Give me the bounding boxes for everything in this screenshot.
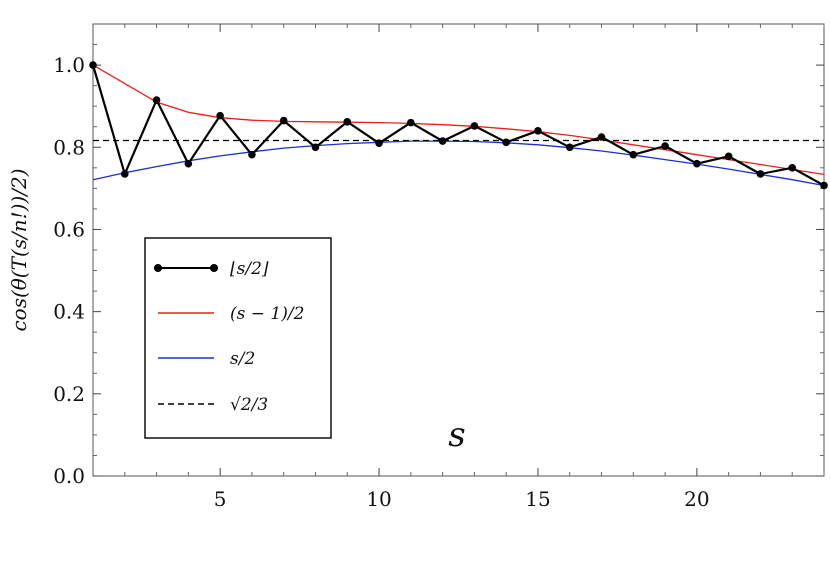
data-point (375, 139, 383, 147)
legend-box (144, 237, 332, 439)
data-point (311, 143, 320, 152)
data-point (152, 96, 161, 104)
x-tick-label: 20 (684, 487, 709, 511)
series-line-2 (92, 140, 825, 187)
legend-item-red: (s − 1)/2 (158, 304, 304, 324)
legend-label-floor: ⌊s/2⌋ (230, 259, 269, 279)
data-point (120, 170, 129, 178)
data-point (89, 61, 97, 69)
legend-item-dashed: √2/3 (158, 395, 268, 415)
data-point (661, 142, 669, 150)
legend: ⌊s/2⌋ (s − 1)/2 s/2 √2/3 (144, 237, 332, 439)
legend-marker-right (210, 264, 218, 272)
data-point (788, 164, 797, 172)
data-point (693, 159, 701, 168)
legend-label-dashed: √2/3 (230, 395, 268, 415)
legend-item-floor: ⌊s/2⌋ (154, 259, 269, 279)
data-point (597, 133, 606, 141)
y-tick-label: 1.0 (53, 53, 85, 77)
data-point (343, 117, 352, 126)
data-point (279, 116, 288, 125)
x-tick-label: 10 (366, 487, 391, 511)
data-point (470, 122, 479, 130)
x-tick-label: 15 (525, 487, 550, 511)
data-point (438, 137, 447, 145)
data-point (565, 143, 574, 152)
y-tick-label: 0.0 (53, 464, 85, 488)
series-line-0 (91, 64, 825, 187)
legend-label-blue: s/2 (230, 349, 255, 369)
x-axis-label: s (448, 415, 465, 455)
series-line-1 (92, 64, 825, 176)
data-point (248, 150, 256, 159)
y-tick-label: 0.8 (53, 135, 85, 159)
data-point (629, 150, 638, 159)
axis-ticks: 0.0 0.2 0.4 0.6 0.8 1.0 5 10 15 20 (53, 24, 825, 511)
y-axis-label: cos(θ(T(s/n!))/2) (7, 168, 31, 331)
legend-label-red: (s − 1)/2 (230, 304, 304, 324)
y-tick-label: 0.4 (53, 300, 85, 324)
data-point (407, 118, 415, 127)
legend-item-blue: s/2 (158, 349, 255, 369)
y-tick-label: 0.6 (53, 217, 85, 241)
series-layer (89, 61, 828, 190)
y-tick-label: 0.2 (53, 382, 85, 406)
data-point (502, 138, 510, 147)
data-point (534, 127, 542, 135)
data-point (756, 170, 765, 178)
legend-marker-left (154, 264, 162, 272)
data-point (724, 152, 733, 161)
data-point (216, 111, 224, 120)
x-tick-label: 5 (214, 487, 227, 511)
data-point (184, 159, 193, 168)
data-point (820, 181, 828, 190)
